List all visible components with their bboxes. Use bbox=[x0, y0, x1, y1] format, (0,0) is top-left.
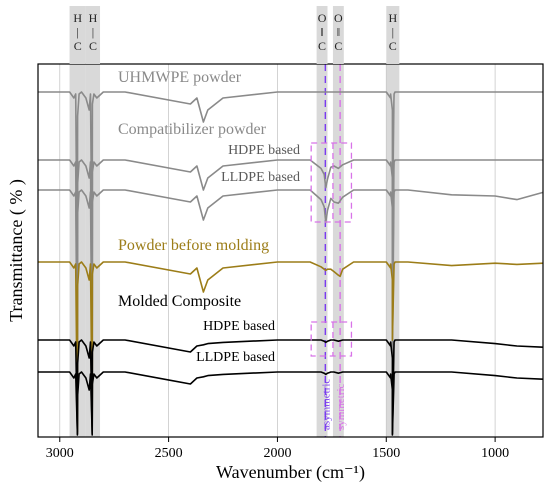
reference-lines: asymmetric symmetric bbox=[320, 64, 347, 437]
x-tick-label-1500: 1500 bbox=[372, 446, 400, 461]
spectrum-powder-before bbox=[38, 261, 544, 433]
group-label-3: HDPE based bbox=[228, 143, 300, 158]
group-label-1: UHMWPE powder bbox=[118, 69, 242, 86]
band-5-label-2: | bbox=[392, 25, 394, 39]
highlight-compat-box bbox=[310, 142, 353, 223]
spectrum-compat-hdpe bbox=[38, 159, 543, 373]
x-tick-label-2000: 2000 bbox=[263, 446, 291, 461]
x-tick-label-2500: 2500 bbox=[155, 446, 183, 461]
band-3-label-1: O bbox=[318, 11, 327, 25]
band-5-label-1: H bbox=[388, 11, 397, 25]
y-axis-label: Transmittance ( % ) bbox=[6, 179, 27, 322]
band-2-label-2: | bbox=[92, 25, 94, 39]
group-label-7: HDPE based bbox=[203, 319, 275, 334]
band-4-label-1: O bbox=[334, 11, 343, 25]
spectrum-molded-lldpe bbox=[38, 371, 544, 435]
highlight-boxes bbox=[310, 142, 353, 357]
group-label-6: Molded Composite bbox=[118, 293, 241, 310]
band-1-label-3: C bbox=[74, 39, 82, 53]
band-header-2 bbox=[85, 6, 101, 64]
shaded-band-4 bbox=[332, 64, 344, 437]
group-label-4: LLDPE based bbox=[221, 170, 300, 185]
shaded-band-3 bbox=[316, 64, 328, 437]
x-ticks: 3000 2500 2000 1500 1000 bbox=[46, 437, 509, 461]
band-labels: H|CH|CO‖CO‖CH|C bbox=[69, 6, 400, 64]
spectrum-molded-hdpe bbox=[38, 339, 544, 436]
group-label-5: Powder before molding bbox=[118, 237, 269, 254]
band-2-label-1: H bbox=[89, 11, 98, 25]
group-label-2: Compatibilizer powder bbox=[118, 121, 267, 138]
highlight-molded-box bbox=[310, 321, 353, 357]
spectrum-compat-lldpe bbox=[38, 189, 544, 403]
reference-label-symmetric: symmetric bbox=[335, 383, 347, 430]
band-3-label-2: ‖ bbox=[320, 25, 323, 39]
band-header-4 bbox=[332, 6, 344, 64]
band-2-label-3: C bbox=[89, 39, 97, 53]
group-labels: UHMWPE powder Compatibilizer powder HDPE b… bbox=[118, 69, 300, 365]
band-1-label-1: H bbox=[73, 11, 82, 25]
x-tick-label-3000: 3000 bbox=[46, 446, 74, 461]
plot-frame bbox=[37, 63, 544, 438]
x-tick-label-1000: 1000 bbox=[481, 446, 509, 461]
band-header-3 bbox=[316, 6, 328, 64]
band-5-label-3: C bbox=[389, 39, 397, 53]
group-label-8: LLDPE based bbox=[196, 350, 275, 365]
band-header-1 bbox=[69, 6, 86, 64]
band-1-label-2: | bbox=[77, 25, 79, 39]
plot-area: asymmetric symmetric bbox=[38, 64, 544, 437]
band-4-label-3: C bbox=[334, 39, 342, 53]
reference-label-asymmetric: asymmetric bbox=[320, 379, 332, 430]
grid-lines bbox=[59, 64, 496, 437]
x-axis-label: Wavenumber (cm⁻¹) bbox=[216, 462, 365, 483]
spectra-lines bbox=[38, 91, 544, 436]
band-3-label-3: C bbox=[318, 39, 326, 53]
band-4-label-2: ‖ bbox=[337, 25, 340, 39]
band-header-5 bbox=[386, 6, 400, 64]
spectrum-uhmwpe bbox=[38, 91, 543, 301]
